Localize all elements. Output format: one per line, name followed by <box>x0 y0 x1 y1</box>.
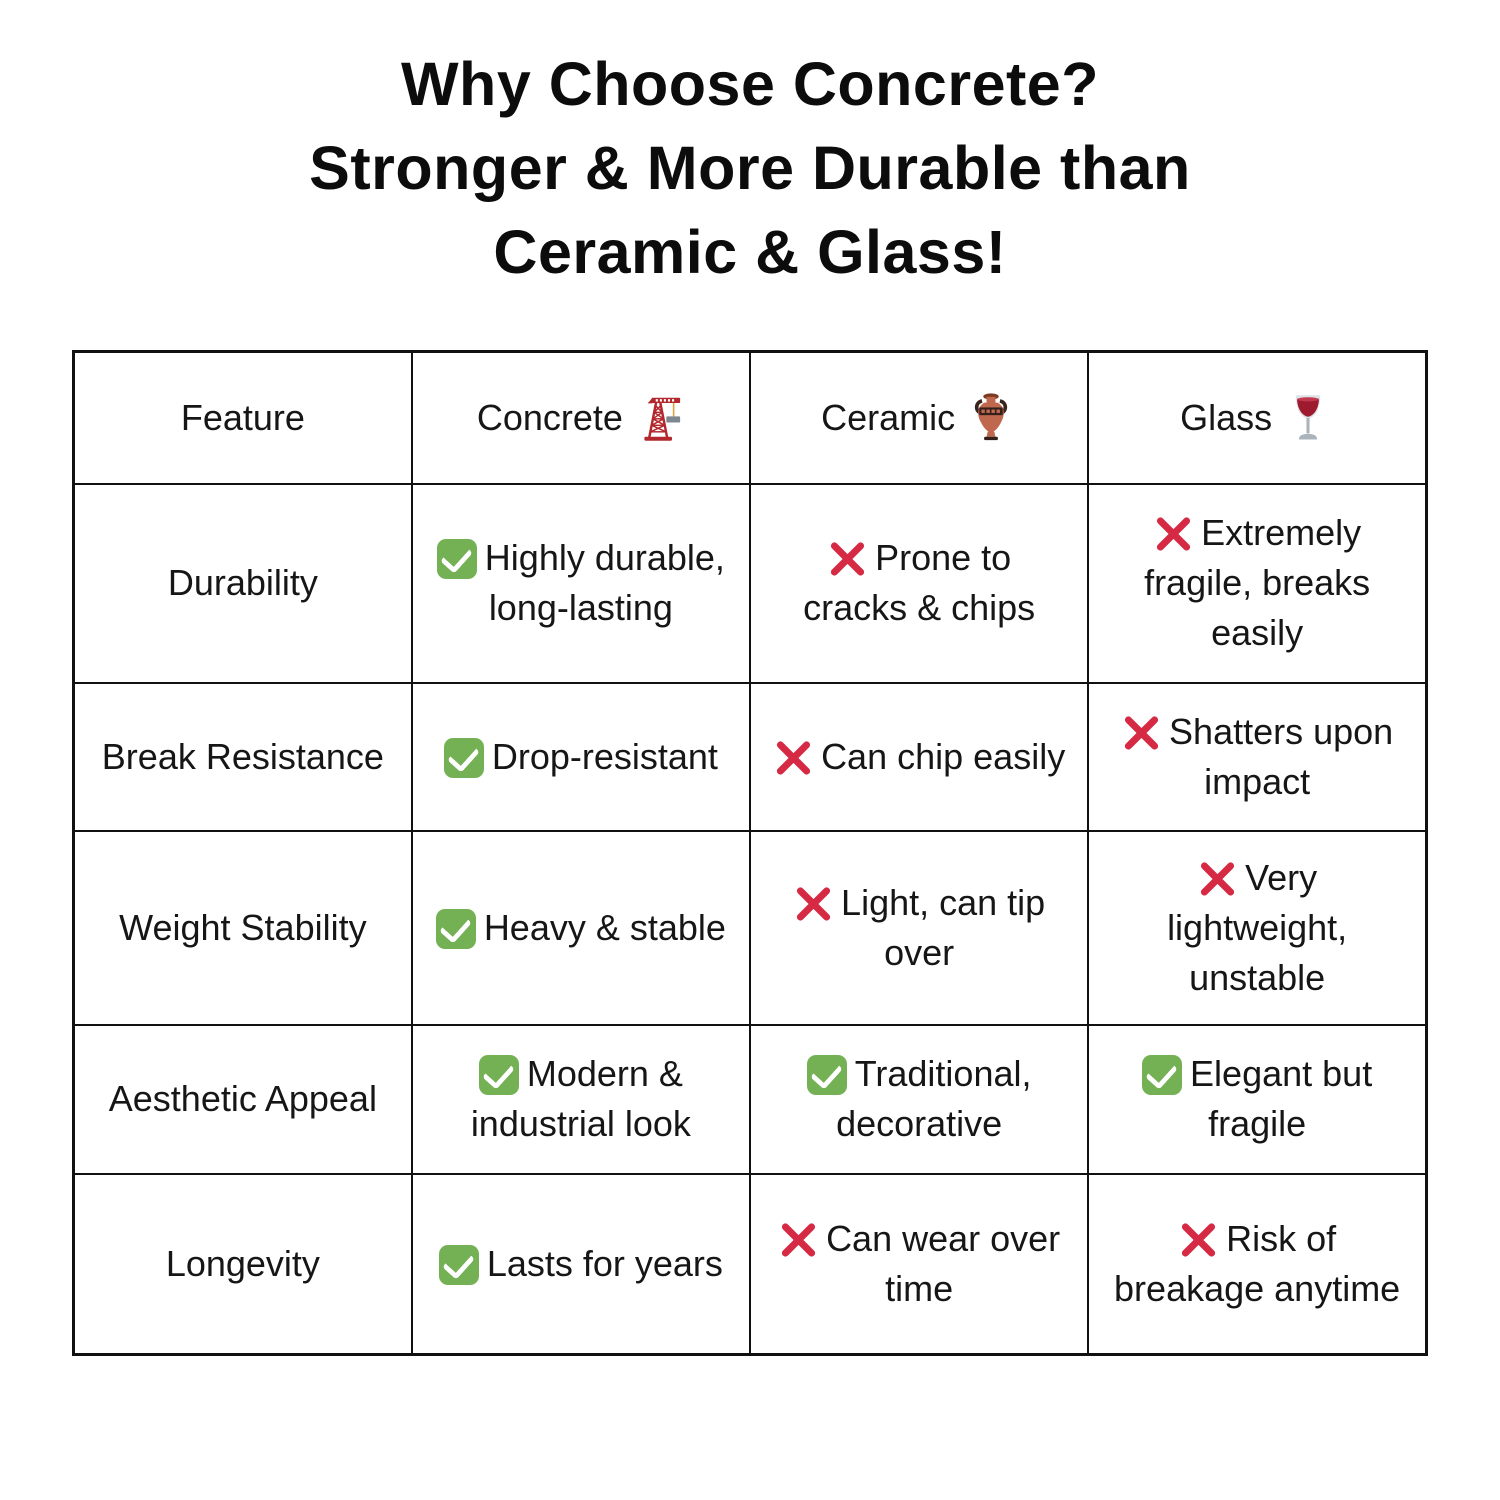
verdict-icon <box>1153 514 1193 554</box>
cell-text: Can chip easily <box>821 735 1066 777</box>
header-label: Glass <box>1180 396 1273 438</box>
verdict-icon <box>1121 713 1161 753</box>
data-cell: Prone to cracks & chips <box>748 482 1090 684</box>
cell-text: Extremely fragile, breaks easily <box>1144 512 1371 653</box>
verdict-icon <box>478 1055 519 1095</box>
table-row-aesthetic-appeal: Aesthetic Appeal Modern & industrial loo… <box>72 1023 1428 1175</box>
title-line-3: Ceramic & Glass! <box>493 218 1007 286</box>
verdict-icon <box>1178 1220 1218 1260</box>
cell-text: Risk of breakage anytime <box>1114 1217 1401 1309</box>
header-cell-feature: Feature <box>72 350 413 485</box>
cell-text: Shatters upon impact <box>1169 710 1394 802</box>
data-cell: Traditional, decorative <box>748 1023 1090 1175</box>
verdict-icon <box>773 738 813 778</box>
data-cell: Risk of breakage anytime <box>1087 1172 1428 1356</box>
cell-text: Can wear over time <box>826 1217 1061 1309</box>
verdict-icon <box>1197 859 1237 899</box>
cell-text: Heavy & stable <box>483 906 726 948</box>
feature-cell: Break Resistance <box>72 681 413 832</box>
title-line-1: Why Choose Concrete? <box>400 50 1099 118</box>
verdict-icon <box>438 1244 479 1285</box>
table-row-weight-stability: Weight Stability Heavy & stable Light, c… <box>72 829 1428 1026</box>
verdict-icon <box>1142 1055 1183 1095</box>
data-cell: Very lightweight, unstable <box>1087 829 1428 1026</box>
feature-cell: Longevity <box>72 1172 413 1356</box>
header-row: Feature Concrete <box>72 350 1428 485</box>
data-cell: Modern & industrial look <box>410 1023 752 1175</box>
cell-text: Prone to cracks & chips <box>803 537 1036 628</box>
header-label: Concrete <box>476 396 623 438</box>
cell-text: Traditional, decorative <box>836 1053 1032 1144</box>
header-cell-ceramic: Ceramic <box>748 350 1090 485</box>
cell-text: Highly durable, long-lasting <box>484 537 725 628</box>
data-cell: Can wear over time <box>748 1172 1090 1356</box>
verdict-icon <box>778 1220 818 1260</box>
data-cell: Drop-resistant <box>410 681 752 832</box>
cell-text: Modern & industrial look <box>470 1053 691 1144</box>
data-cell: Shatters upon impact <box>1087 681 1428 832</box>
data-cell: Extremely fragile, breaks easily <box>1087 482 1428 684</box>
table-row-break-resistance: Break Resistance Drop-resistant Can chip… <box>72 681 1428 832</box>
data-cell: Light, can tip over <box>748 829 1090 1026</box>
amphora-icon <box>974 393 1008 440</box>
data-cell: Elegant but fragile <box>1087 1023 1428 1175</box>
feature-cell: Weight Stability <box>72 829 413 1026</box>
table-row-longevity: Longevity Lasts for years Can wear over … <box>72 1172 1428 1356</box>
cell-text: Lasts for years <box>486 1242 723 1284</box>
data-cell: Highly durable, long-lasting <box>410 482 752 684</box>
verdict-icon <box>827 539 867 579</box>
verdict-icon <box>435 908 476 949</box>
header-cell-glass: Glass <box>1087 350 1428 485</box>
comparison-table: Feature Concrete <box>72 350 1428 1356</box>
data-cell: Can chip easily <box>748 681 1090 832</box>
cell-text: Light, can tip over <box>841 881 1046 973</box>
feature-cell: Aesthetic Appeal <box>72 1023 413 1175</box>
feature-cell: Durability <box>72 482 413 684</box>
title-line-2: Stronger & More Durable than <box>309 134 1191 202</box>
page-title: Why Choose Concrete? Stronger & More Dur… <box>0 0 1500 294</box>
cell-text: Drop-resistant <box>491 735 718 777</box>
cell-text: Very lightweight, unstable <box>1167 856 1348 998</box>
verdict-icon <box>806 1055 847 1095</box>
verdict-icon <box>793 884 833 924</box>
data-cell: Lasts for years <box>410 1172 752 1356</box>
header-label: Feature <box>180 396 305 438</box>
wine-glass-icon <box>1295 395 1321 440</box>
header-cell-concrete: Concrete <box>410 350 752 485</box>
cell-text: Elegant but fragile <box>1190 1053 1373 1144</box>
data-cell: Heavy & stable <box>410 829 752 1026</box>
table-row-durability: Durability Highly durable, long-lasting … <box>72 482 1428 684</box>
crane-icon <box>644 397 681 441</box>
verdict-icon <box>436 539 477 579</box>
header-label: Ceramic <box>821 396 956 438</box>
verdict-icon <box>443 737 484 778</box>
